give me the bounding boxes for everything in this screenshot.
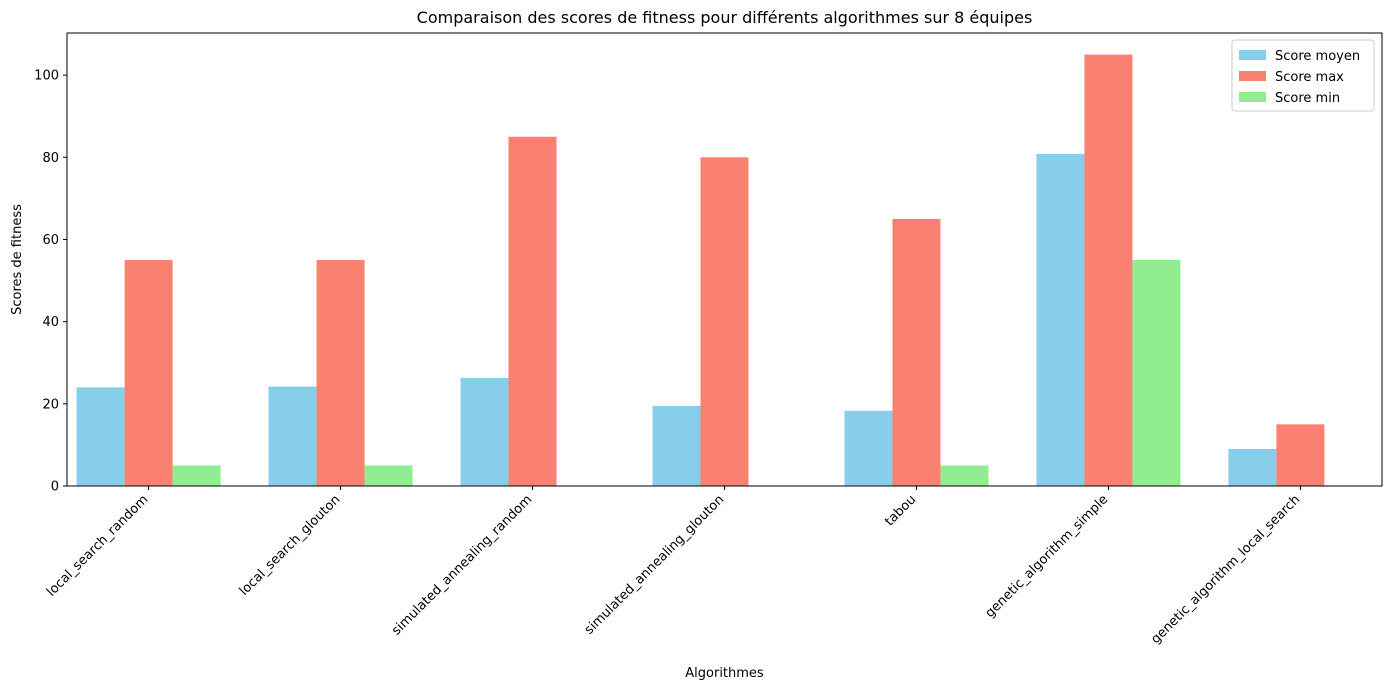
x-tick-label: genetic_algorithm_simple [983,492,1112,621]
legend-label: Score max [1275,70,1344,85]
bar-score-max-simulated_annealing_random [508,136,557,487]
bar-score-moyen-local_search_glouton [268,386,317,486]
y-tick-label: 60 [42,233,59,248]
legend-swatch [1239,71,1266,81]
bar-score-min-genetic_algorithm_simple [1132,260,1181,486]
x-tick-label: tabou [882,492,919,529]
y-tick-label: 40 [42,315,59,330]
x-tick-label: simulated_annealing_random [389,492,535,638]
y-tick-label: 20 [42,397,59,412]
legend: Score moyen Score max Score min [1231,39,1375,112]
chart-title: Comparaison des scores de fitness pour d… [417,8,1033,27]
x-tick-label: genetic_algorithm_local_search [1148,492,1303,647]
bar-score-min-local_search_glouton [364,465,413,486]
legend-label: Score min [1275,91,1340,106]
bar-score-max-local_search_glouton [316,260,365,486]
legend-swatch [1239,50,1266,60]
legend-swatch [1239,92,1266,102]
bar-score-max-genetic_algorithm_simple [1084,54,1133,486]
bar-score-min-local_search_random [172,465,221,486]
y-tick-label: 0 [51,480,59,495]
x-tick-label: local_search_glouton [237,492,344,599]
bar-score-moyen-simulated_annealing_random [460,377,509,486]
y-tick-label: 80 [42,151,59,166]
x-axis-label: Algorithmes [685,666,764,681]
bar-score-max-tabou [892,218,941,486]
legend-box [1231,39,1375,112]
bar-score-moyen-genetic_algorithm_simple [1036,154,1085,487]
x-tick-label: simulated_annealing_glouton [582,492,727,637]
bar-score-max-local_search_random [124,260,173,486]
bar-score-max-simulated_annealing_glouton [700,157,749,486]
bar-score-moyen-local_search_random [76,387,125,486]
y-axis-label: Scores de fitness [10,204,25,315]
legend-label: Score moyen [1275,49,1360,64]
x-tick-label: local_search_random [44,492,151,599]
bar-score-moyen-genetic_algorithm_local_search [1228,449,1277,486]
bar-score-moyen-tabou [844,410,893,486]
bar-score-max-genetic_algorithm_local_search [1276,424,1325,486]
bar-score-min-tabou [940,465,989,486]
bars-group [76,54,1325,487]
bar-score-moyen-simulated_annealing_glouton [652,405,701,486]
y-tick-label: 100 [34,69,59,84]
